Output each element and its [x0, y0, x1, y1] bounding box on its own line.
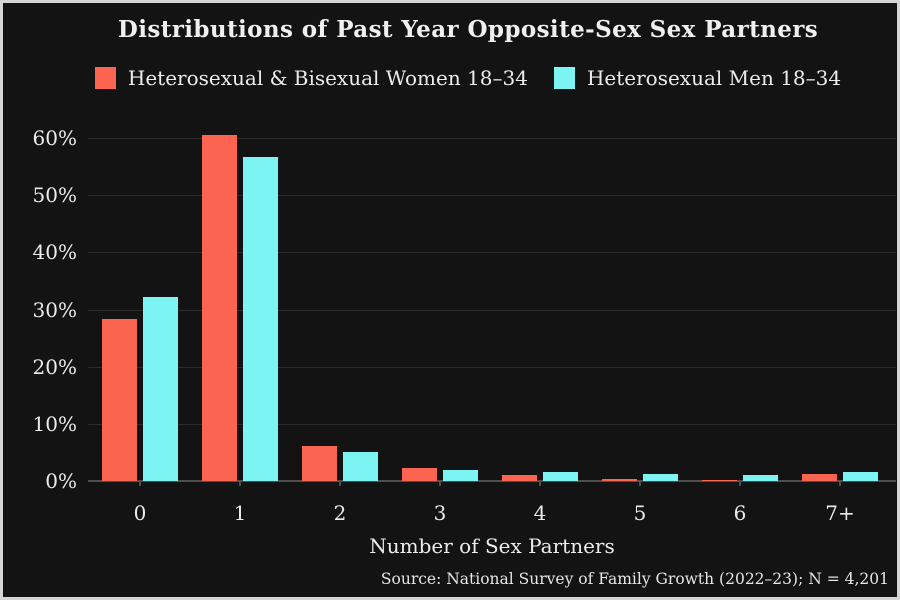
- gridline-40pct: [88, 252, 896, 253]
- x-tick-label-5: 5: [633, 501, 647, 525]
- gridline-30pct: [88, 310, 896, 311]
- gridline-10pct: [88, 424, 896, 425]
- legend-label-women: Heterosexual & Bisexual Women 18–34: [127, 66, 528, 90]
- y-tick-label-20pct: 20%: [32, 355, 77, 379]
- gridline-50pct: [88, 195, 896, 196]
- bar-men-5: [643, 474, 678, 481]
- bar-women-0: [102, 319, 137, 481]
- x-tick-label-2: 2: [333, 501, 347, 525]
- bar-men-3: [443, 470, 478, 481]
- x-axis-line: [88, 480, 896, 482]
- x-tick-label-4: 4: [533, 501, 547, 525]
- y-tick-label-60pct: 60%: [32, 126, 77, 150]
- x-tick-mark-5: [639, 481, 641, 486]
- y-tick-label-40pct: 40%: [32, 240, 77, 264]
- x-tick-mark-7plus: [839, 481, 841, 486]
- bar-women-4: [502, 475, 537, 481]
- x-tick-mark-6: [739, 481, 741, 486]
- x-tick-mark-0: [139, 481, 141, 486]
- x-tick-mark-3: [439, 481, 441, 486]
- legend-label-men: Heterosexual Men 18–34: [586, 66, 842, 90]
- x-tick-label-1: 1: [233, 501, 247, 525]
- source-note: Source: National Survey of Family Growth…: [380, 570, 889, 588]
- x-tick-mark-2: [339, 481, 341, 486]
- gridline-60pct: [88, 138, 896, 139]
- bar-men-0: [143, 297, 178, 481]
- x-tick-mark-4: [539, 481, 541, 486]
- x-tick-label-6: 6: [733, 501, 747, 525]
- bar-women-6: [702, 480, 737, 481]
- legend-swatch-men: [553, 67, 575, 89]
- legend-item-men: Heterosexual Men 18–34: [553, 66, 842, 90]
- bar-women-2: [302, 446, 337, 481]
- x-axis-title: Number of Sex Partners: [369, 534, 615, 558]
- x-tick-label-3: 3: [433, 501, 447, 525]
- bar-men-1: [243, 157, 278, 481]
- y-tick-label-50pct: 50%: [32, 183, 77, 207]
- chart-title: Distributions of Past Year Opposite-Sex …: [117, 16, 819, 43]
- bar-men-2: [343, 452, 378, 481]
- legend: Heterosexual & Bisexual Women 18–34 Heter…: [48, 66, 888, 90]
- x-tick-label-0: 0: [133, 501, 147, 525]
- x-tick-mark-1: [239, 481, 241, 486]
- y-tick-label-10pct: 10%: [32, 412, 77, 436]
- plot-area: 0% 10% 20% 30% 40% 50% 60% 0 1 2 3 4 5 6 7+: [3, 3, 897, 597]
- bar-women-7plus: [802, 474, 837, 481]
- x-tick-label-7plus: 7+: [825, 501, 855, 525]
- bar-women-5: [602, 479, 637, 481]
- bar-men-7plus: [843, 472, 878, 481]
- legend-swatch-women: [94, 67, 116, 89]
- y-tick-label-0pct: 0%: [45, 469, 77, 493]
- bar-men-4: [543, 472, 578, 481]
- legend-item-women: Heterosexual & Bisexual Women 18–34: [94, 66, 528, 90]
- gridline-20pct: [88, 367, 896, 368]
- bar-men-6: [743, 475, 778, 481]
- bar-women-1: [202, 135, 237, 481]
- y-tick-label-30pct: 30%: [32, 298, 77, 322]
- bar-women-3: [402, 468, 437, 481]
